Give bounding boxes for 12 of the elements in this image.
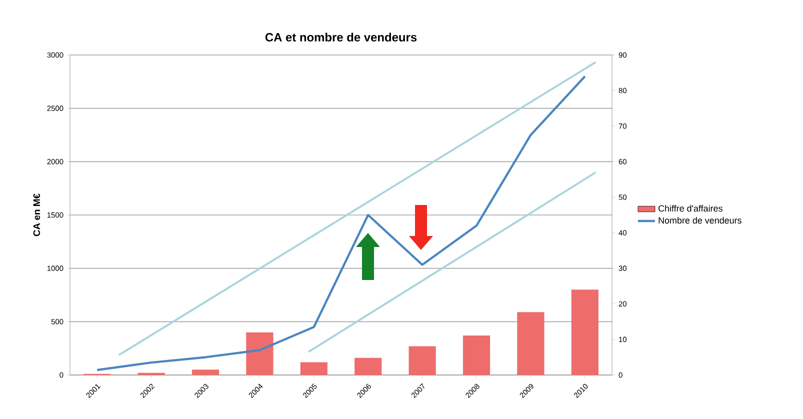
bar [462, 336, 490, 375]
bar [571, 290, 598, 375]
bar [408, 346, 436, 375]
legend-label: Nombre de vendeurs [658, 216, 742, 224]
bar [300, 362, 328, 375]
bar [517, 312, 544, 375]
bar [192, 370, 220, 375]
bar [354, 358, 382, 375]
legend-label: Chiffre d'affaires [658, 205, 722, 212]
bar [246, 332, 274, 375]
y-axis-title: CA en M€ [33, 194, 40, 236]
chart-title: CA et nombre de vendeurs [265, 32, 417, 42]
